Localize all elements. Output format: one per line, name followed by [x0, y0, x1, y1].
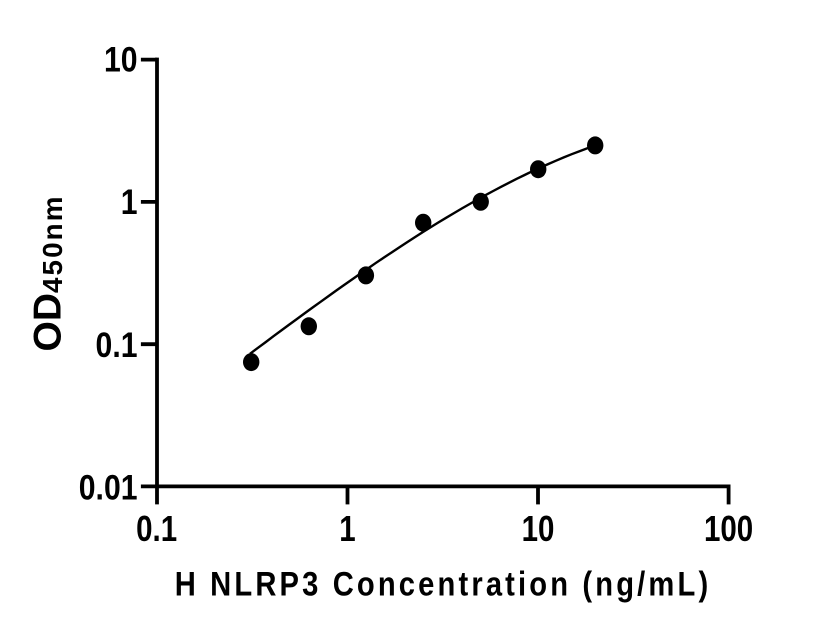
- svg-text:10: 10: [104, 39, 138, 79]
- svg-text:1: 1: [121, 181, 138, 221]
- svg-text:0.1: 0.1: [96, 324, 138, 364]
- svg-text:H NLRP3 Concentration (ng/mL): H NLRP3 Concentration (ng/mL): [175, 564, 712, 603]
- svg-text:0.01: 0.01: [79, 467, 138, 507]
- svg-text:1: 1: [339, 508, 355, 548]
- svg-text:100: 100: [704, 508, 753, 548]
- svg-text:10: 10: [522, 508, 555, 548]
- svg-text:0.1: 0.1: [136, 508, 177, 548]
